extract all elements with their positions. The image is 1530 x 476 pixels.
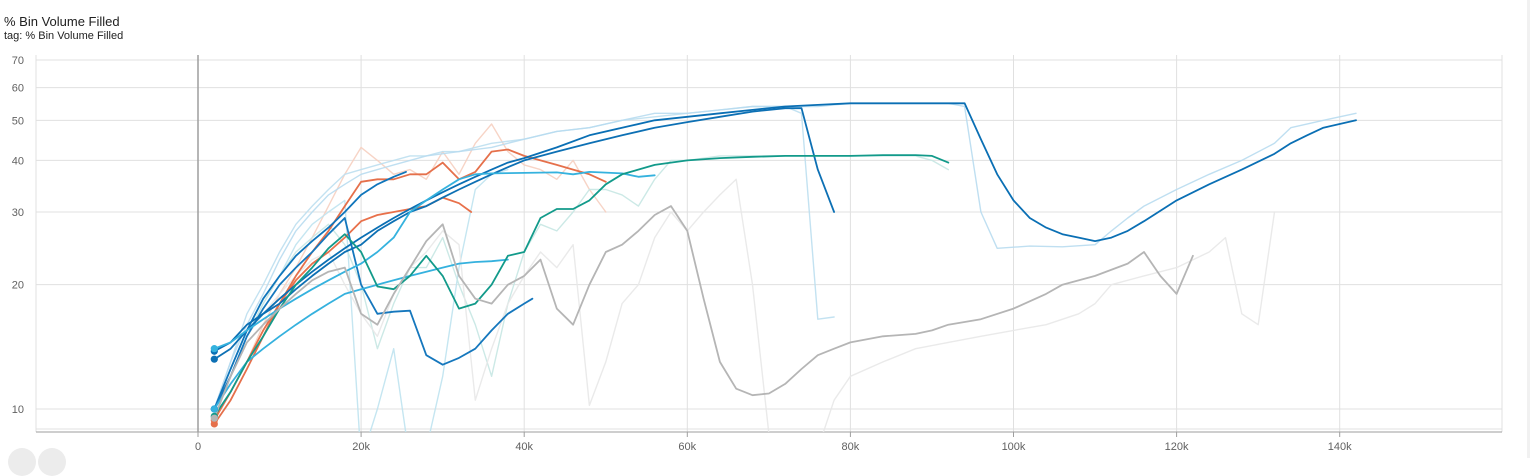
x-tick-label: 40k <box>515 441 533 453</box>
series-line-6[interactable] <box>213 178 1276 458</box>
x-tick-label: 80k <box>842 441 860 453</box>
chart-tag: tag: % Bin Volume Filled <box>4 30 124 42</box>
series-start-point-14 <box>210 345 218 353</box>
y-tick-label: 50 <box>12 115 24 127</box>
y-tick-label: 70 <box>12 55 24 67</box>
series-line-15[interactable] <box>213 154 950 418</box>
series-start-point-13 <box>210 405 218 413</box>
y-tick-label: 30 <box>12 207 24 219</box>
y-tick-label: 60 <box>12 83 24 95</box>
series-line-14[interactable] <box>213 170 656 350</box>
line-chart[interactable]: 10 20 30 40 50 60 70 0 20k 40k 60k 80k 100k 120k 140k <box>0 0 1530 458</box>
series-line-5[interactable] <box>213 155 949 417</box>
vertical-scrollbar[interactable] <box>1527 0 1530 458</box>
x-tick-label: 100k <box>1002 441 1026 453</box>
series-line-13[interactable] <box>213 258 509 410</box>
fit-domain-button[interactable] <box>8 448 36 476</box>
x-tick-label: 20k <box>352 441 370 453</box>
series-start-point-11 <box>210 355 218 363</box>
series-line-12[interactable] <box>213 102 1357 353</box>
series-lines <box>213 102 1357 458</box>
series-line-8[interactable] <box>213 196 473 422</box>
x-tick-label: 140k <box>1328 441 1352 453</box>
series-line-16[interactable] <box>213 205 1194 420</box>
y-tick-label: 40 <box>12 155 24 167</box>
y-tick-label: 10 <box>12 404 24 416</box>
x-tick-label: 120k <box>1165 441 1189 453</box>
series-start-point-16 <box>210 414 218 422</box>
axes: 10 20 30 40 50 60 70 0 20k 40k 60k 80k 100k 120k 140k <box>12 55 1502 453</box>
x-tick-label: 60k <box>678 441 696 453</box>
grid <box>35 55 1503 432</box>
y-tick-label: 20 <box>12 280 24 292</box>
toggle-log-scale-button[interactable] <box>38 448 66 476</box>
chart-title: % Bin Volume Filled <box>4 14 120 29</box>
series-line-1[interactable] <box>213 123 607 419</box>
start-markers <box>210 345 218 428</box>
x-tick-label: 0 <box>195 441 201 453</box>
series-line-11[interactable] <box>213 107 835 361</box>
series-line-3[interactable] <box>213 102 1357 410</box>
series-line-10[interactable] <box>213 217 534 410</box>
